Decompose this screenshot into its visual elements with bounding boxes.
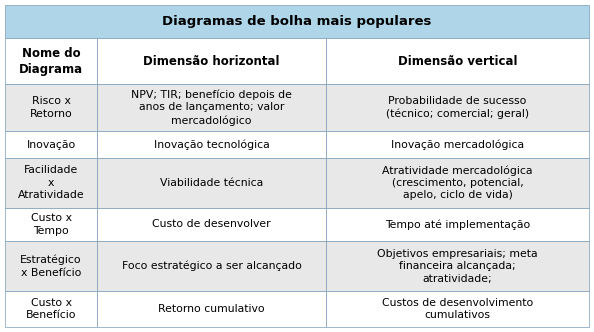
Text: Custo x
Benefício: Custo x Benefício <box>26 298 77 320</box>
Bar <box>5 131 97 158</box>
Text: Tempo até implementação: Tempo até implementação <box>385 219 530 230</box>
Text: Objetivos empresariais; meta
financeira alcançada;
atratividade;: Objetivos empresariais; meta financeira … <box>377 249 538 284</box>
Bar <box>326 241 589 291</box>
Bar <box>5 208 97 241</box>
Bar <box>326 84 589 131</box>
Bar <box>5 291 97 327</box>
Text: Risco x
Retorno: Risco x Retorno <box>30 96 72 119</box>
Bar <box>97 241 326 291</box>
Text: Atratividade mercadológica
(crescimento, potencial,
apelo, ciclo de vida): Atratividade mercadológica (crescimento,… <box>383 165 533 200</box>
Text: Custo x
Tempo: Custo x Tempo <box>31 213 72 236</box>
Bar <box>5 241 97 291</box>
Text: Estratégico
x Benefício: Estratégico x Benefício <box>20 255 82 278</box>
Text: Inovação mercadológica: Inovação mercadológica <box>391 139 524 150</box>
Bar <box>5 84 97 131</box>
Text: Inovação tecnológica: Inovação tecnológica <box>154 139 270 150</box>
Text: Diagramas de bolha mais populares: Diagramas de bolha mais populares <box>162 15 432 28</box>
Bar <box>326 131 589 158</box>
Bar <box>5 5 589 39</box>
Text: Facilidade
x
Atratividade: Facilidade x Atratividade <box>18 165 84 200</box>
Bar <box>5 158 97 208</box>
Bar <box>326 291 589 327</box>
Text: Retorno cumulativo: Retorno cumulativo <box>159 304 265 314</box>
Text: NPV; TIR; benefício depois de
anos de lançamento; valor
mercadológico: NPV; TIR; benefício depois de anos de la… <box>131 90 292 125</box>
Text: Dimensão horizontal: Dimensão horizontal <box>144 54 280 67</box>
Text: Dimensão vertical: Dimensão vertical <box>398 54 517 67</box>
Text: Probabilidade de sucesso
(técnico; comercial; geral): Probabilidade de sucesso (técnico; comer… <box>386 96 529 119</box>
Text: Custo de desenvolver: Custo de desenvolver <box>153 219 271 229</box>
Bar <box>97 131 326 158</box>
Bar <box>97 158 326 208</box>
Bar <box>326 208 589 241</box>
Bar <box>97 208 326 241</box>
Text: Inovação: Inovação <box>27 139 76 149</box>
Text: Custos de desenvolvimento
cumulativos: Custos de desenvolvimento cumulativos <box>382 298 533 320</box>
Bar <box>97 39 326 84</box>
Bar <box>5 39 97 84</box>
Bar <box>326 39 589 84</box>
Text: Viabilidade técnica: Viabilidade técnica <box>160 178 263 188</box>
Bar <box>97 84 326 131</box>
Text: Foco estratégico a ser alcançado: Foco estratégico a ser alcançado <box>122 261 302 272</box>
Bar <box>326 158 589 208</box>
Text: Nome do
Diagrama: Nome do Diagrama <box>19 46 83 76</box>
Bar <box>97 291 326 327</box>
